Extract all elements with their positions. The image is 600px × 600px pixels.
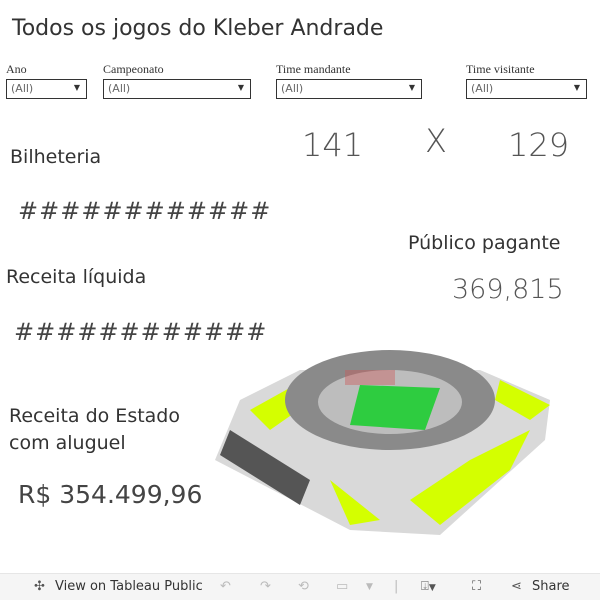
revert-icon[interactable]: ⟲	[298, 579, 309, 594]
field	[350, 385, 440, 430]
filter-value: (All)	[108, 82, 131, 95]
receita-estado-label-1: Receita do Estado	[9, 405, 180, 427]
filter-campeonato-select[interactable]: (All) ▼	[103, 79, 251, 99]
filter-label-time-visitante: Time visitante	[466, 62, 535, 76]
filter-label-ano: Ano	[6, 62, 27, 76]
publico-value: 369,815	[452, 274, 564, 305]
share-icon[interactable]: ⋖	[511, 579, 522, 594]
toolbar-divider: |	[394, 579, 399, 594]
home-score: 141	[302, 126, 364, 164]
score-separator: X	[425, 122, 447, 160]
redo-icon[interactable]: ↷	[260, 579, 271, 594]
filter-value: (All)	[471, 82, 494, 95]
stadium-image	[215, 350, 550, 535]
undo-icon[interactable]: ↶	[220, 579, 231, 594]
filter-ano-select[interactable]: (All) ▼	[6, 79, 87, 99]
view-on-tableau-public-link[interactable]: View on Tableau Public	[55, 579, 203, 594]
download-icon[interactable]: ⍗▼	[421, 579, 436, 594]
tableau-toolbar: ✣ View on Tableau Public ↶ ↷ ⟲ ▭ ▼ | ⍗▼ …	[0, 573, 600, 600]
dropdown-arrow-icon: ▼	[408, 83, 415, 92]
tableau-logo-icon: ✣	[34, 579, 45, 594]
dropdown-arrow-icon: ▼	[573, 83, 580, 92]
filter-time-mandante-select[interactable]: (All) ▼	[276, 79, 422, 99]
receita-liquida-label: Receita líquida	[6, 266, 147, 288]
dropdown-arrow-icon: ▼	[73, 83, 80, 92]
receita-estado-value: R$ 354.499,96	[18, 480, 203, 509]
filter-label-time-mandante: Time mandante	[276, 62, 351, 76]
publico-label: Público pagante	[408, 232, 561, 254]
bilheteria-label: Bilheteria	[10, 146, 102, 168]
filter-label-campeonato: Campeonato	[103, 62, 164, 76]
filter-time-visitante-select[interactable]: (All) ▼	[466, 79, 587, 99]
dropdown-arrow-icon: ▼	[237, 83, 244, 92]
fullscreen-icon[interactable]: ⛶	[472, 579, 482, 594]
filter-value: (All)	[281, 82, 304, 95]
refresh-dropdown-icon[interactable]: ▼	[366, 582, 373, 592]
receita-estado-label-2: com aluguel	[9, 432, 126, 454]
page-title: Todos os jogos do Kleber Andrade	[12, 16, 384, 41]
share-button[interactable]: Share	[532, 579, 570, 594]
away-score: 129	[508, 126, 570, 164]
refresh-icon[interactable]: ▭	[336, 579, 349, 594]
filter-value: (All)	[11, 82, 34, 95]
receita-liquida-value: ############	[14, 318, 268, 346]
bilheteria-value: ############	[18, 197, 272, 225]
